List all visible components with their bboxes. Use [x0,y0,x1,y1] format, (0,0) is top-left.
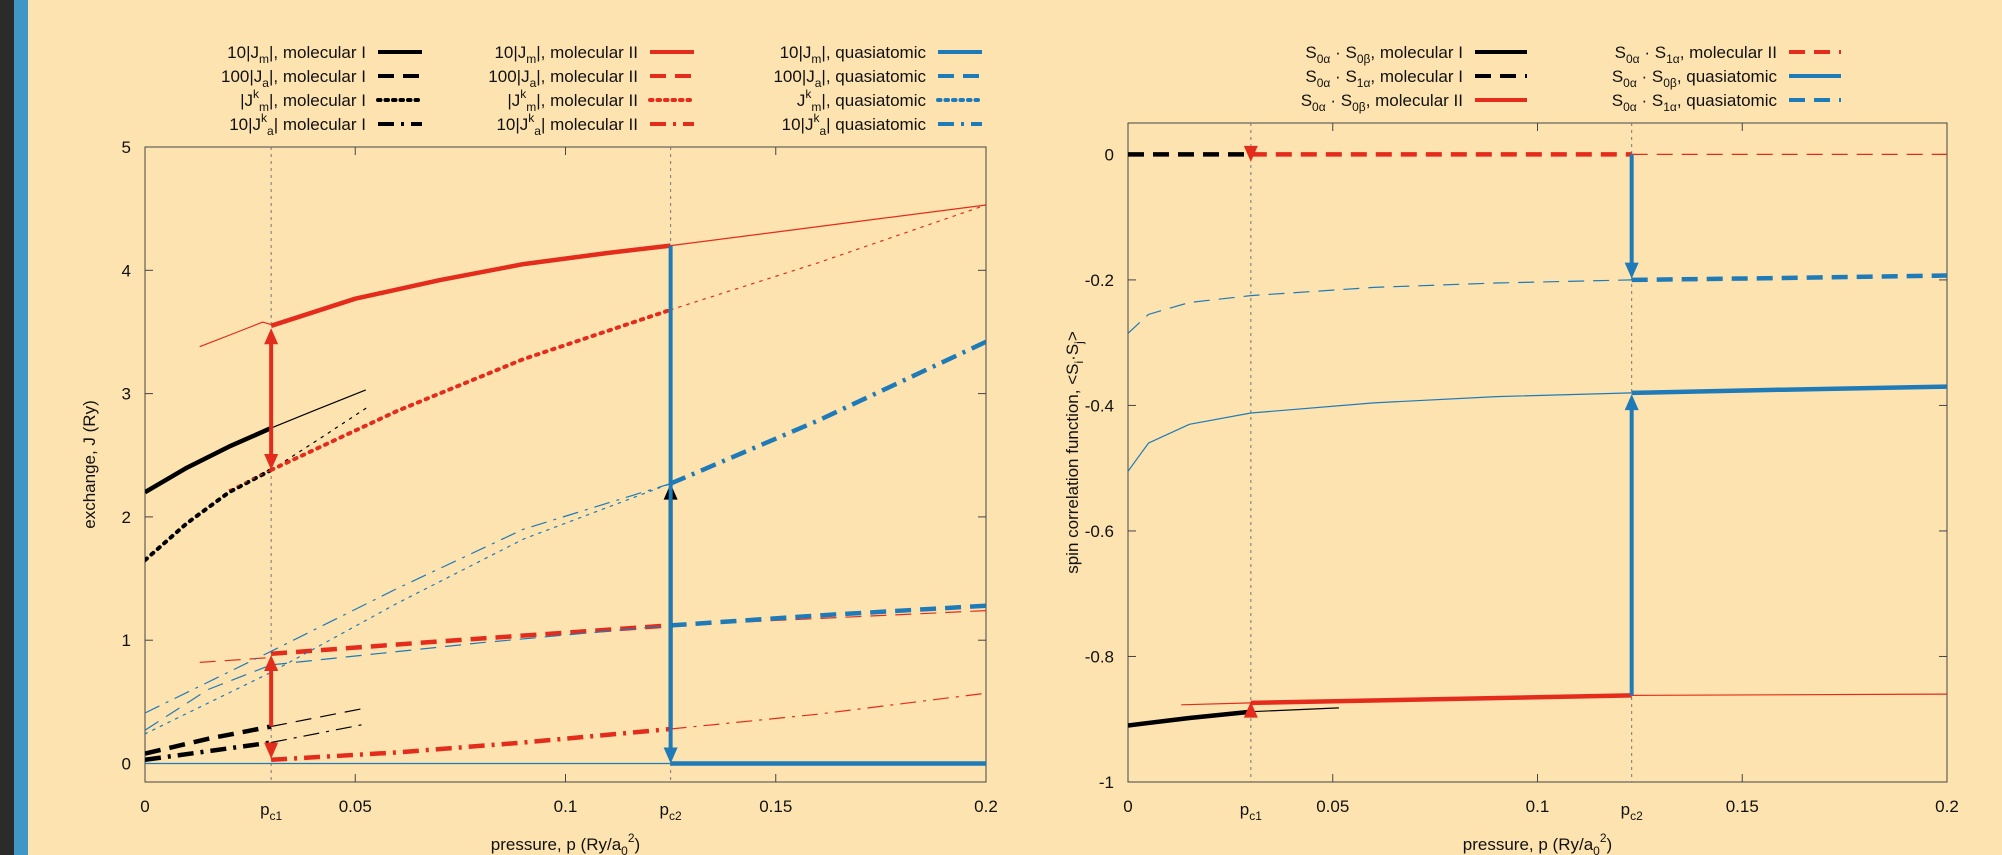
legend-entry-label: S0α · S1α, quasiatomic [1612,91,1778,114]
transition-arrow-head [264,328,279,345]
x-axis-label: pressure, p (Ry/a02) [491,831,640,855]
y-tick-label: 2 [122,508,131,527]
series-line-blue-dashed [1128,279,1632,334]
series-line-blue-dashed [670,603,986,628]
series-line-black-dashed [145,724,272,756]
series-line-blue-solid [1631,384,1947,396]
x-axis-label: pressure, p (Ry/a02) [1463,831,1612,855]
series-line-red-solid [1631,693,1947,697]
y-tick-label: -0.8 [1085,647,1114,666]
transition-arrow-head [1624,394,1639,411]
transition-arrow-head [1243,701,1258,718]
legend-entry-label: 10|Jm|, molecular I [227,43,366,66]
transition-arrow-head [264,655,279,671]
legend-entry-label: 10|Jm|, quasiatomic [780,43,927,66]
x-tick-label: 0.15 [1726,797,1759,816]
exchange-chart: 0 0.05 0.1 0.15 0.2 pc1 pc2 0 1 2 3 4 5 pressure, p (… [80,43,998,855]
legend-entry-label: 10|Jka| molecular I [229,111,366,138]
legend-entry-label: S0α · S1α, molecular I [1305,67,1463,90]
series-line-blue-dashed [271,624,671,666]
series-line-black-dashed [270,707,366,728]
transition-arrow-head [663,747,678,764]
critical-pressure-tick-label: pc1 [260,800,282,823]
series-line-red-solid [1181,702,1251,706]
series-line-blue-solid [1128,392,1632,472]
legend-entry-label: 10|Jm|, molecular II [494,43,638,66]
series-line-black-solid [145,426,273,495]
y-tick-label: 0 [122,755,131,774]
series-line-red-dashed [270,623,671,657]
series-line-red-solid [199,321,272,348]
y-tick-label: -0.2 [1085,271,1114,290]
y-tick-label: -0.4 [1085,396,1114,415]
legend-entry-label: |Jkm|, molecular II [507,87,638,114]
transition-arrow-head [1243,145,1258,162]
transition-arrow-head [1624,262,1639,279]
series-line-red-dashdot [270,726,671,763]
legend-entry-label: S0α · S0β, molecular I [1305,43,1463,66]
legend-entry-label: 100|Ja|, molecular II [488,67,638,90]
x-tick-label: 0.1 [1526,797,1550,816]
series-line-red-dashed [199,656,272,663]
spin-correlation-chart: 0 0.05 0.1 0.15 0.2 pc1 pc2 0 -0.2 -0.4 -0.6 -0.8 -1… [1063,43,1959,855]
x-tick-label: 0.05 [1316,797,1349,816]
transition-arrow-head [264,454,279,471]
y-tick-label: 5 [122,138,131,157]
series-line-black-solid [270,389,367,429]
series-line-black-dashdot [145,740,272,763]
transition-arrow-head [264,742,279,759]
series-line-black-solid [1250,707,1339,713]
series-line-blue-dotted [145,483,672,735]
critical-pressure-tick-label: pc2 [660,800,682,823]
series-group [1128,152,1947,728]
x-tick-label: 0.05 [339,797,372,816]
critical-pressure-tick-label: pc2 [1621,800,1643,823]
legend-entry-label: 100|Ja|, quasiatomic [773,67,926,90]
series-line-black-dashdot [270,723,366,744]
series-line-blue-dashed [1631,273,1947,283]
window-frame-blue-strip [14,0,28,855]
legend-entry-label: S0α · S1α, molecular II [1615,43,1777,66]
series-line-red-dotted [269,307,673,472]
window-frame-dark-strip [0,0,14,855]
series-line-red-solid [270,243,671,328]
y-tick-label: -0.6 [1085,522,1114,541]
legend-entry-label: 10|Jka| molecular II [496,111,638,138]
series-line-black-dotted [270,407,367,471]
y-tick-label: 3 [122,385,131,404]
legend-entry-label: |Jkm|, molecular I [240,87,366,114]
y-tick-label: 0 [1105,145,1114,164]
y-axis-label: exchange, J (Ry) [80,400,99,529]
critical-pressure-tick-label: pc1 [1240,800,1262,823]
series-line-red-dashdot [670,692,986,730]
series-line-blue-dashdot [669,339,986,486]
legend-entry-label: S0α · S0β, quasiatomic [1612,67,1778,90]
series-line-blue-dashed [145,664,272,731]
legend-entry-label: S0α · S0β, molecular II [1301,91,1463,114]
y-tick-label: 4 [122,261,131,280]
x-tick-label: 0.1 [554,797,578,816]
x-tick-label: 0.2 [974,797,998,816]
series-line-black-dotted [145,468,274,563]
series-line-red-solid [1250,693,1632,706]
legend-entry-label: 10|Jka| quasiatomic [782,111,927,138]
legend-entry-label: Jkm|, quasiatomic [797,87,927,114]
x-tick-label: 0 [1123,797,1132,816]
series-line-blue-dashdot [145,483,671,714]
y-tick-label: 1 [122,631,131,650]
series-line-black-solid [1128,709,1252,728]
y-tick-label: -1 [1099,773,1114,792]
y-axis-label: spin correlation function, <Si·Sj> [1063,331,1086,574]
series-line-red-dotted [669,204,986,311]
x-tick-label: 0 [140,797,149,816]
x-tick-label: 0.15 [759,797,792,816]
series-group [145,204,986,766]
x-tick-label: 0.2 [1935,797,1959,816]
series-line-red-solid [670,204,986,247]
legend-entry-label: 100|Ja|, molecular I [221,67,366,90]
